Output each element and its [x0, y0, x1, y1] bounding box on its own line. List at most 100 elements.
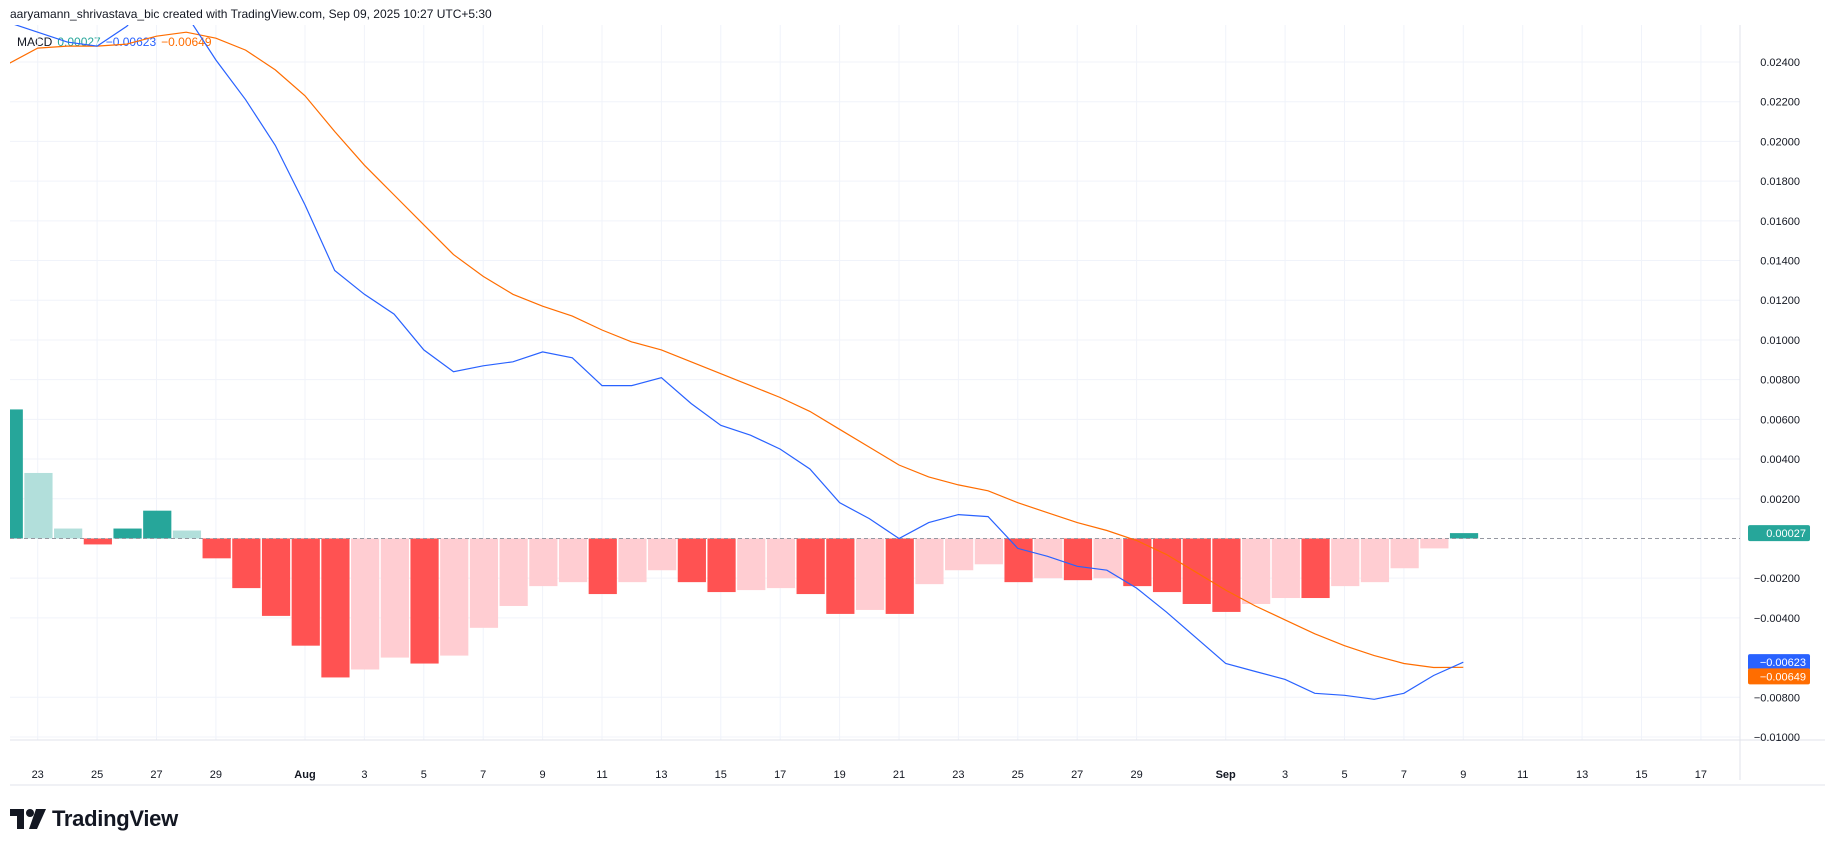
x-tick-label: 13 — [655, 769, 667, 781]
last-label-macd-bg — [1748, 654, 1810, 671]
x-tick-label: 25 — [1012, 769, 1024, 781]
brand-name: TradingView — [52, 806, 178, 831]
x-tick-label: 27 — [150, 769, 162, 781]
histogram-bar — [1420, 538, 1449, 549]
histogram-bar — [826, 538, 855, 614]
x-tick-label: 9 — [540, 769, 546, 781]
y-tick-label: 0.01800 — [1760, 176, 1800, 188]
x-tick-label: 7 — [480, 769, 486, 781]
histogram-bar — [707, 538, 736, 593]
histogram-bar — [529, 538, 558, 587]
histogram-bar — [1093, 538, 1122, 579]
legend-indicator-name: MACD — [17, 35, 53, 49]
histogram-bar — [796, 538, 825, 595]
x-tick-label: Aug — [294, 769, 315, 781]
legend-signal-value: −0.00649 — [161, 35, 212, 49]
y-tick-label: 0.00400 — [1760, 454, 1800, 466]
histogram-bar — [172, 530, 202, 539]
x-tick-label: 15 — [1635, 769, 1647, 781]
grid — [10, 25, 1825, 786]
y-tick-label: 0.00200 — [1760, 494, 1800, 506]
price-axis: 0.02400 0.02200 0.02000 0.01800 0.01600 0.014… — [1754, 57, 1800, 744]
macd-line — [14, 25, 1464, 700]
y-tick-label: 0.02000 — [1760, 136, 1800, 148]
macd-chart[interactable]: 0.02400 0.02200 0.02000 0.01800 0.01600 0.014… — [0, 0, 1825, 800]
x-tick-label: 9 — [1460, 769, 1466, 781]
x-tick-label: 11 — [1517, 769, 1528, 781]
x-tick-label: 17 — [1695, 769, 1707, 781]
indicator-lines — [10, 25, 1464, 700]
y-tick-label: 0.01400 — [1760, 256, 1800, 268]
last-label-macd: −0.00623 — [1760, 657, 1806, 669]
y-tick-label: −0.01000 — [1754, 732, 1800, 744]
x-tick-label: 17 — [774, 769, 786, 781]
last-label-histogram: 0.00027 — [1766, 528, 1806, 540]
histogram-bar — [945, 538, 974, 571]
histogram-bar — [1271, 538, 1300, 599]
histogram-bar — [54, 528, 83, 539]
histogram-bar — [1182, 538, 1211, 604]
histogram-bar — [469, 538, 499, 628]
last-label-signal: −0.00649 — [1760, 671, 1806, 683]
histogram-bar — [440, 538, 469, 656]
x-tick-label: 5 — [1341, 769, 1347, 781]
histogram-bar — [1301, 538, 1330, 599]
y-tick-label: 0.02200 — [1760, 97, 1800, 109]
histogram-bar — [1242, 538, 1271, 604]
y-tick-label: −0.00800 — [1754, 692, 1800, 704]
x-tick-label: 3 — [361, 769, 367, 781]
histogram-bar — [232, 538, 261, 589]
y-tick-label: 0.01200 — [1760, 295, 1800, 307]
histogram-bar — [1123, 538, 1152, 587]
histogram-bar — [351, 538, 380, 670]
x-tick-label: 27 — [1071, 769, 1083, 781]
x-tick-label: 23 — [32, 769, 44, 781]
histogram-bar — [1449, 533, 1479, 539]
histogram-bar — [143, 510, 172, 539]
histogram-bar — [1063, 538, 1093, 581]
histogram-bar — [113, 528, 142, 539]
histogram-bar — [410, 538, 439, 664]
histogram-bar — [1390, 538, 1419, 569]
x-tick-label: 25 — [91, 769, 103, 781]
histogram-bar — [321, 538, 350, 678]
histogram-bar — [1034, 538, 1063, 579]
x-tick-label: 3 — [1282, 769, 1288, 781]
x-tick-label: 13 — [1576, 769, 1588, 781]
x-tick-label: 11 — [596, 769, 607, 781]
histogram-bar — [499, 538, 528, 606]
x-tick-label: 29 — [210, 769, 222, 781]
x-tick-label: 7 — [1401, 769, 1407, 781]
time-axis: 23 25 27 29 Aug 3 5 7 9 11 13 15 17 19 21 23 25 27 29 Sep 3 5… — [32, 769, 1707, 781]
histogram-bar — [855, 538, 885, 610]
histogram-bar — [261, 538, 291, 616]
x-tick-label: Sep — [1216, 769, 1236, 781]
histogram-bar — [202, 538, 231, 559]
histogram-bar — [10, 409, 23, 539]
histogram-bar — [1331, 538, 1360, 587]
histogram-bar — [588, 538, 617, 595]
signal-line — [10, 31, 1464, 669]
histogram-bar — [648, 538, 677, 571]
y-tick-label: 0.01000 — [1760, 335, 1800, 347]
x-tick-label: 19 — [833, 769, 845, 781]
histogram-bar — [618, 538, 647, 583]
histogram-bar — [83, 538, 112, 545]
x-tick-label: 15 — [715, 769, 727, 781]
histogram-bar — [915, 538, 944, 585]
last-label-signal-bg — [1748, 668, 1810, 685]
legend-macd-value: −0.00623 — [105, 35, 157, 49]
histogram-bar — [737, 538, 766, 591]
x-tick-label: 21 — [893, 769, 905, 781]
histogram-bar — [766, 538, 796, 589]
tradingview-logo-icon — [10, 809, 46, 829]
histogram-bar — [677, 538, 706, 583]
histogram-bar — [558, 538, 588, 583]
histogram-bar — [1360, 538, 1390, 583]
histogram-bar — [1004, 538, 1033, 583]
histogram-bar — [380, 538, 409, 658]
histogram — [10, 409, 1479, 678]
chart-header: aaryamann_shrivastava_bic created with T… — [10, 7, 492, 21]
histogram-bar — [1212, 538, 1241, 612]
histogram-bar — [24, 472, 53, 539]
